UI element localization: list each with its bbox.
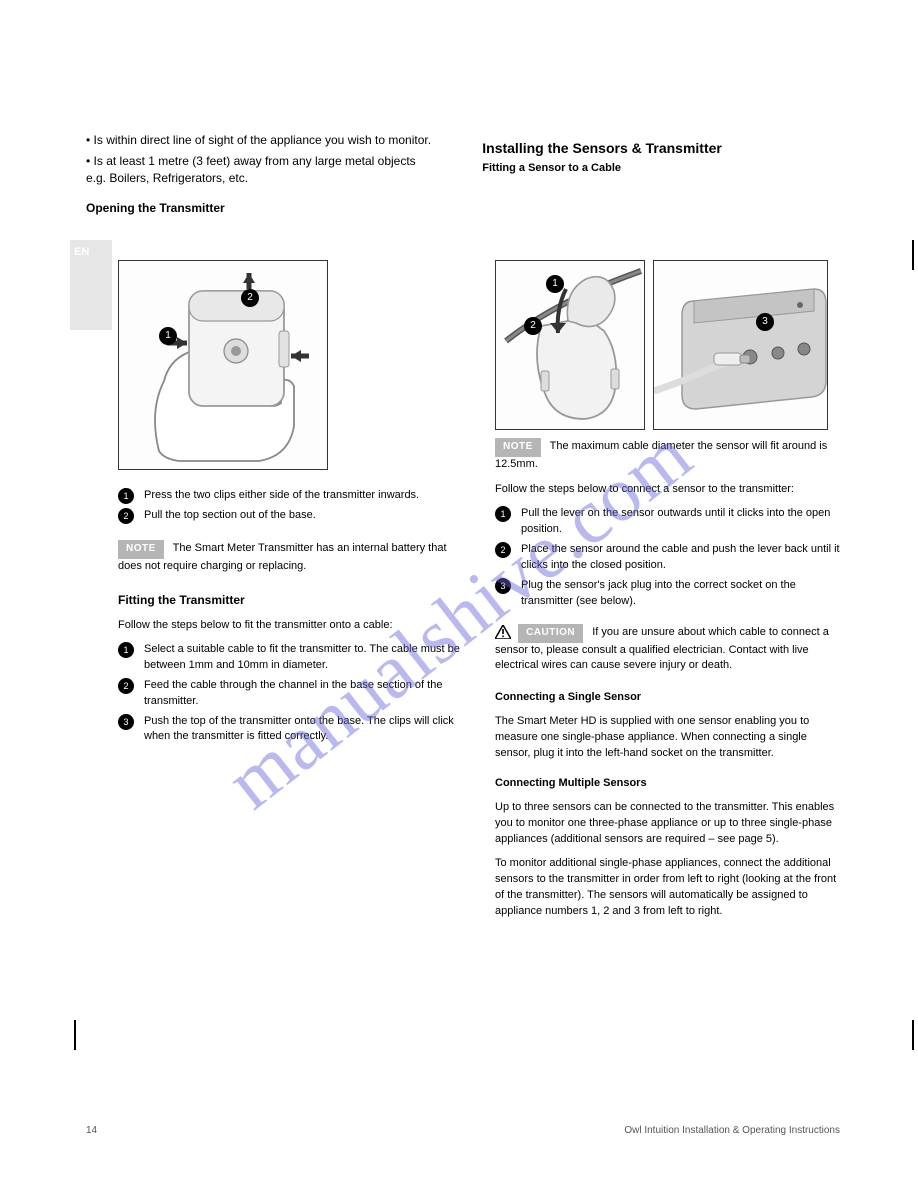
section-heading: Opening the Transmitter [86,200,437,217]
section-heading: Fitting the Transmitter [118,592,463,609]
sensor-clamp-illustration [496,261,646,431]
figure-callout: 2 [524,317,542,335]
transmitter-plug-illustration [654,261,829,431]
note-label: NOTE [118,540,164,559]
figure-sensor-clamp: 1 2 [495,260,645,430]
step-number: 2 [495,542,511,558]
section-subheading: Connecting a Single Sensor [495,690,840,706]
crop-mark [912,240,914,270]
note-text: The Smart Meter Transmitter has an inter… [118,542,447,572]
caution-block: CAUTION If you are unsure about which ca… [495,624,840,674]
body-text: Up to three sensors can be connected to … [495,800,840,848]
language-tab: EN [70,240,112,330]
step-text: Pull the top section out of the base. [144,508,463,524]
step-number: 1 [118,642,134,658]
warning-icon [495,625,511,639]
crop-mark [912,1020,914,1050]
figure-callout: 1 [546,275,564,293]
header-left: • Is within direct line of sight of the … [86,132,437,217]
step-text: Feed the cable through the channel in th… [144,678,463,710]
section-subheading: Connecting Multiple Sensors [495,776,840,792]
right-column: 1 2 [495,260,840,928]
step-item: 3 Push the top of the transmitter onto t… [118,714,463,746]
transmitter-open-illustration [119,261,329,471]
step-item: 2 Feed the cable through the channel in … [118,678,463,710]
section-subheading: Fitting a Sensor to a Cable [482,162,848,174]
left-column: 1 2 1 Press the two clips either side of… [118,260,463,928]
step-item: 1 Select a suitable cable to fit the tra… [118,642,463,674]
body-text: To monitor additional single-phase appli… [495,856,840,920]
step-item: 1 Press the two clips either side of the… [118,488,463,504]
header-bullet: • Is within direct line of sight of the … [86,132,437,149]
step-item: 2 Place the sensor around the cable and … [495,542,840,574]
section-heading: Installing the Sensors & Transmitter [482,140,848,156]
body-text: The Smart Meter HD is supplied with one … [495,714,840,762]
step-number: 2 [118,678,134,694]
step-number: 1 [495,506,511,522]
step-item: 1 Pull the lever on the sensor outwards … [495,506,840,538]
figure-open-transmitter: 1 2 [118,260,328,470]
content-columns: 1 2 1 Press the two clips either side of… [118,260,840,928]
step-item: 2 Pull the top section out of the base. [118,508,463,524]
step-text: Push the top of the transmitter onto the… [144,714,463,746]
note-block: NOTE The maximum cable diameter the sens… [495,438,840,472]
step-text: Pull the lever on the sensor outwards un… [521,506,840,538]
step-text: Press the two clips either side of the t… [144,488,463,504]
figure-callout: 2 [241,289,259,307]
step-number: 3 [118,714,134,730]
header-right: Installing the Sensors & Transmitter Fit… [482,132,848,178]
step-text: Select a suitable cable to fit the trans… [144,642,463,674]
step-text: Plug the sensor's jack plug into the cor… [521,578,840,610]
caution-label: CAUTION [518,624,583,643]
step-number: 2 [118,508,134,524]
figure-callout: 1 [159,327,177,345]
footer-title: Owl Intuition Installation & Operating I… [624,1125,840,1136]
note-text: The maximum cable diameter the sensor wi… [495,440,827,470]
figure-row: 1 2 [495,260,840,430]
step-text: Place the sensor around the cable and pu… [521,542,840,574]
step-item: 3 Plug the sensor's jack plug into the c… [495,578,840,610]
step-number: 1 [118,488,134,504]
crop-mark [74,1020,76,1050]
note-label: NOTE [495,438,541,457]
header-area: • Is within direct line of sight of the … [86,132,848,217]
figure-transmitter-plug: 3 [653,260,828,430]
page: • Is within direct line of sight of the … [0,0,918,1188]
page-footer: 14 Owl Intuition Installation & Operatin… [86,1125,840,1136]
body-text: Follow the steps below to connect a sens… [495,482,840,498]
figure-callout: 3 [756,313,774,331]
body-text: Follow the steps below to fit the transm… [118,618,463,634]
header-bullet: • Is at least 1 metre (3 feet) away from… [86,153,437,187]
note-block: NOTE The Smart Meter Transmitter has an … [118,540,463,574]
language-label: EN [74,246,89,258]
step-number: 3 [495,578,511,594]
page-number: 14 [86,1125,97,1136]
